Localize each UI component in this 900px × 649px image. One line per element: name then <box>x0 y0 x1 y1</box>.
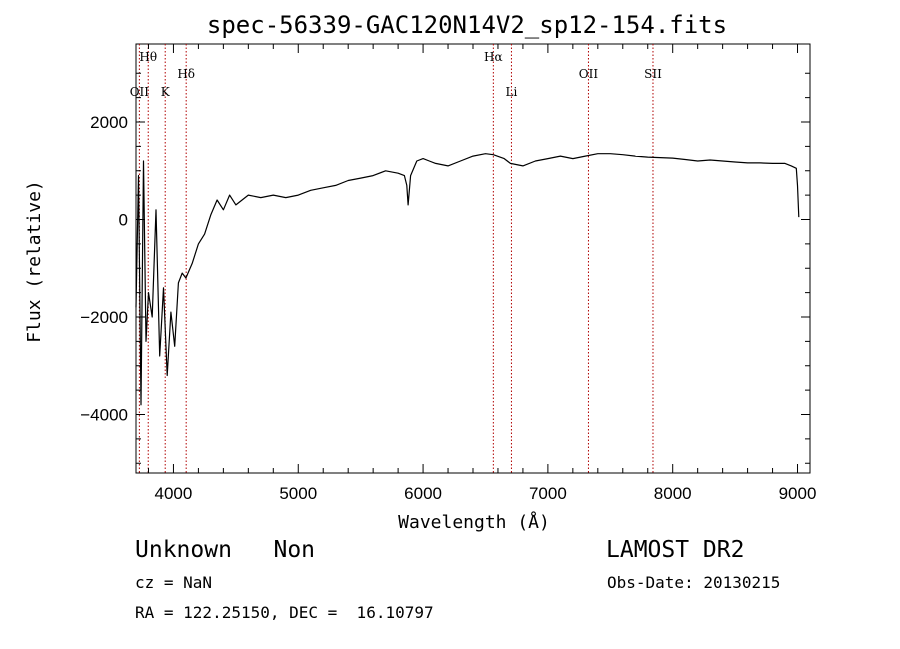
x-tick-label: 6000 <box>404 484 442 503</box>
y-tick-label: 0 <box>119 211 128 230</box>
spectral-line-label: Li <box>506 85 518 99</box>
coordinates-text: RA = 122.25150, DEC = 16.10797 <box>135 603 434 622</box>
spectral-line-label: Hδ <box>177 67 195 81</box>
x-tick-label: 5000 <box>279 484 317 503</box>
y-tick-label: −2000 <box>80 308 128 327</box>
plot-frame <box>135 43 811 474</box>
y-tick-label: 2000 <box>90 113 128 132</box>
spectral-line-label: K <box>161 85 171 99</box>
spectrum-series <box>135 153 800 406</box>
chart-title: spec-56339-GAC120N14V2_sp12-154.fits <box>207 11 727 39</box>
redshift-text: cz = NaN <box>135 573 213 592</box>
spectral-line-label: Hα <box>484 50 503 64</box>
x-tick-label: 7000 <box>529 484 567 503</box>
spectral-line-label: OII <box>130 85 150 99</box>
y-axis-label: Flux (relative) <box>24 180 45 343</box>
spectral-line-label: Hθ <box>139 50 157 64</box>
x-tick-label: 4000 <box>155 484 193 503</box>
x-tick-label: 9000 <box>779 484 817 503</box>
x-axis-label: Wavelength (Å) <box>398 511 550 533</box>
observation-date: Obs-Date: 20130215 <box>607 573 781 592</box>
x-tick-label: 8000 <box>654 484 692 503</box>
y-tick-label: −4000 <box>80 406 128 425</box>
spectral-line-label: OII <box>579 67 599 81</box>
object-class: Unknown Non <box>135 537 316 563</box>
spectral-line-label: SII <box>644 67 662 81</box>
survey-name: LAMOST DR2 <box>606 537 745 563</box>
